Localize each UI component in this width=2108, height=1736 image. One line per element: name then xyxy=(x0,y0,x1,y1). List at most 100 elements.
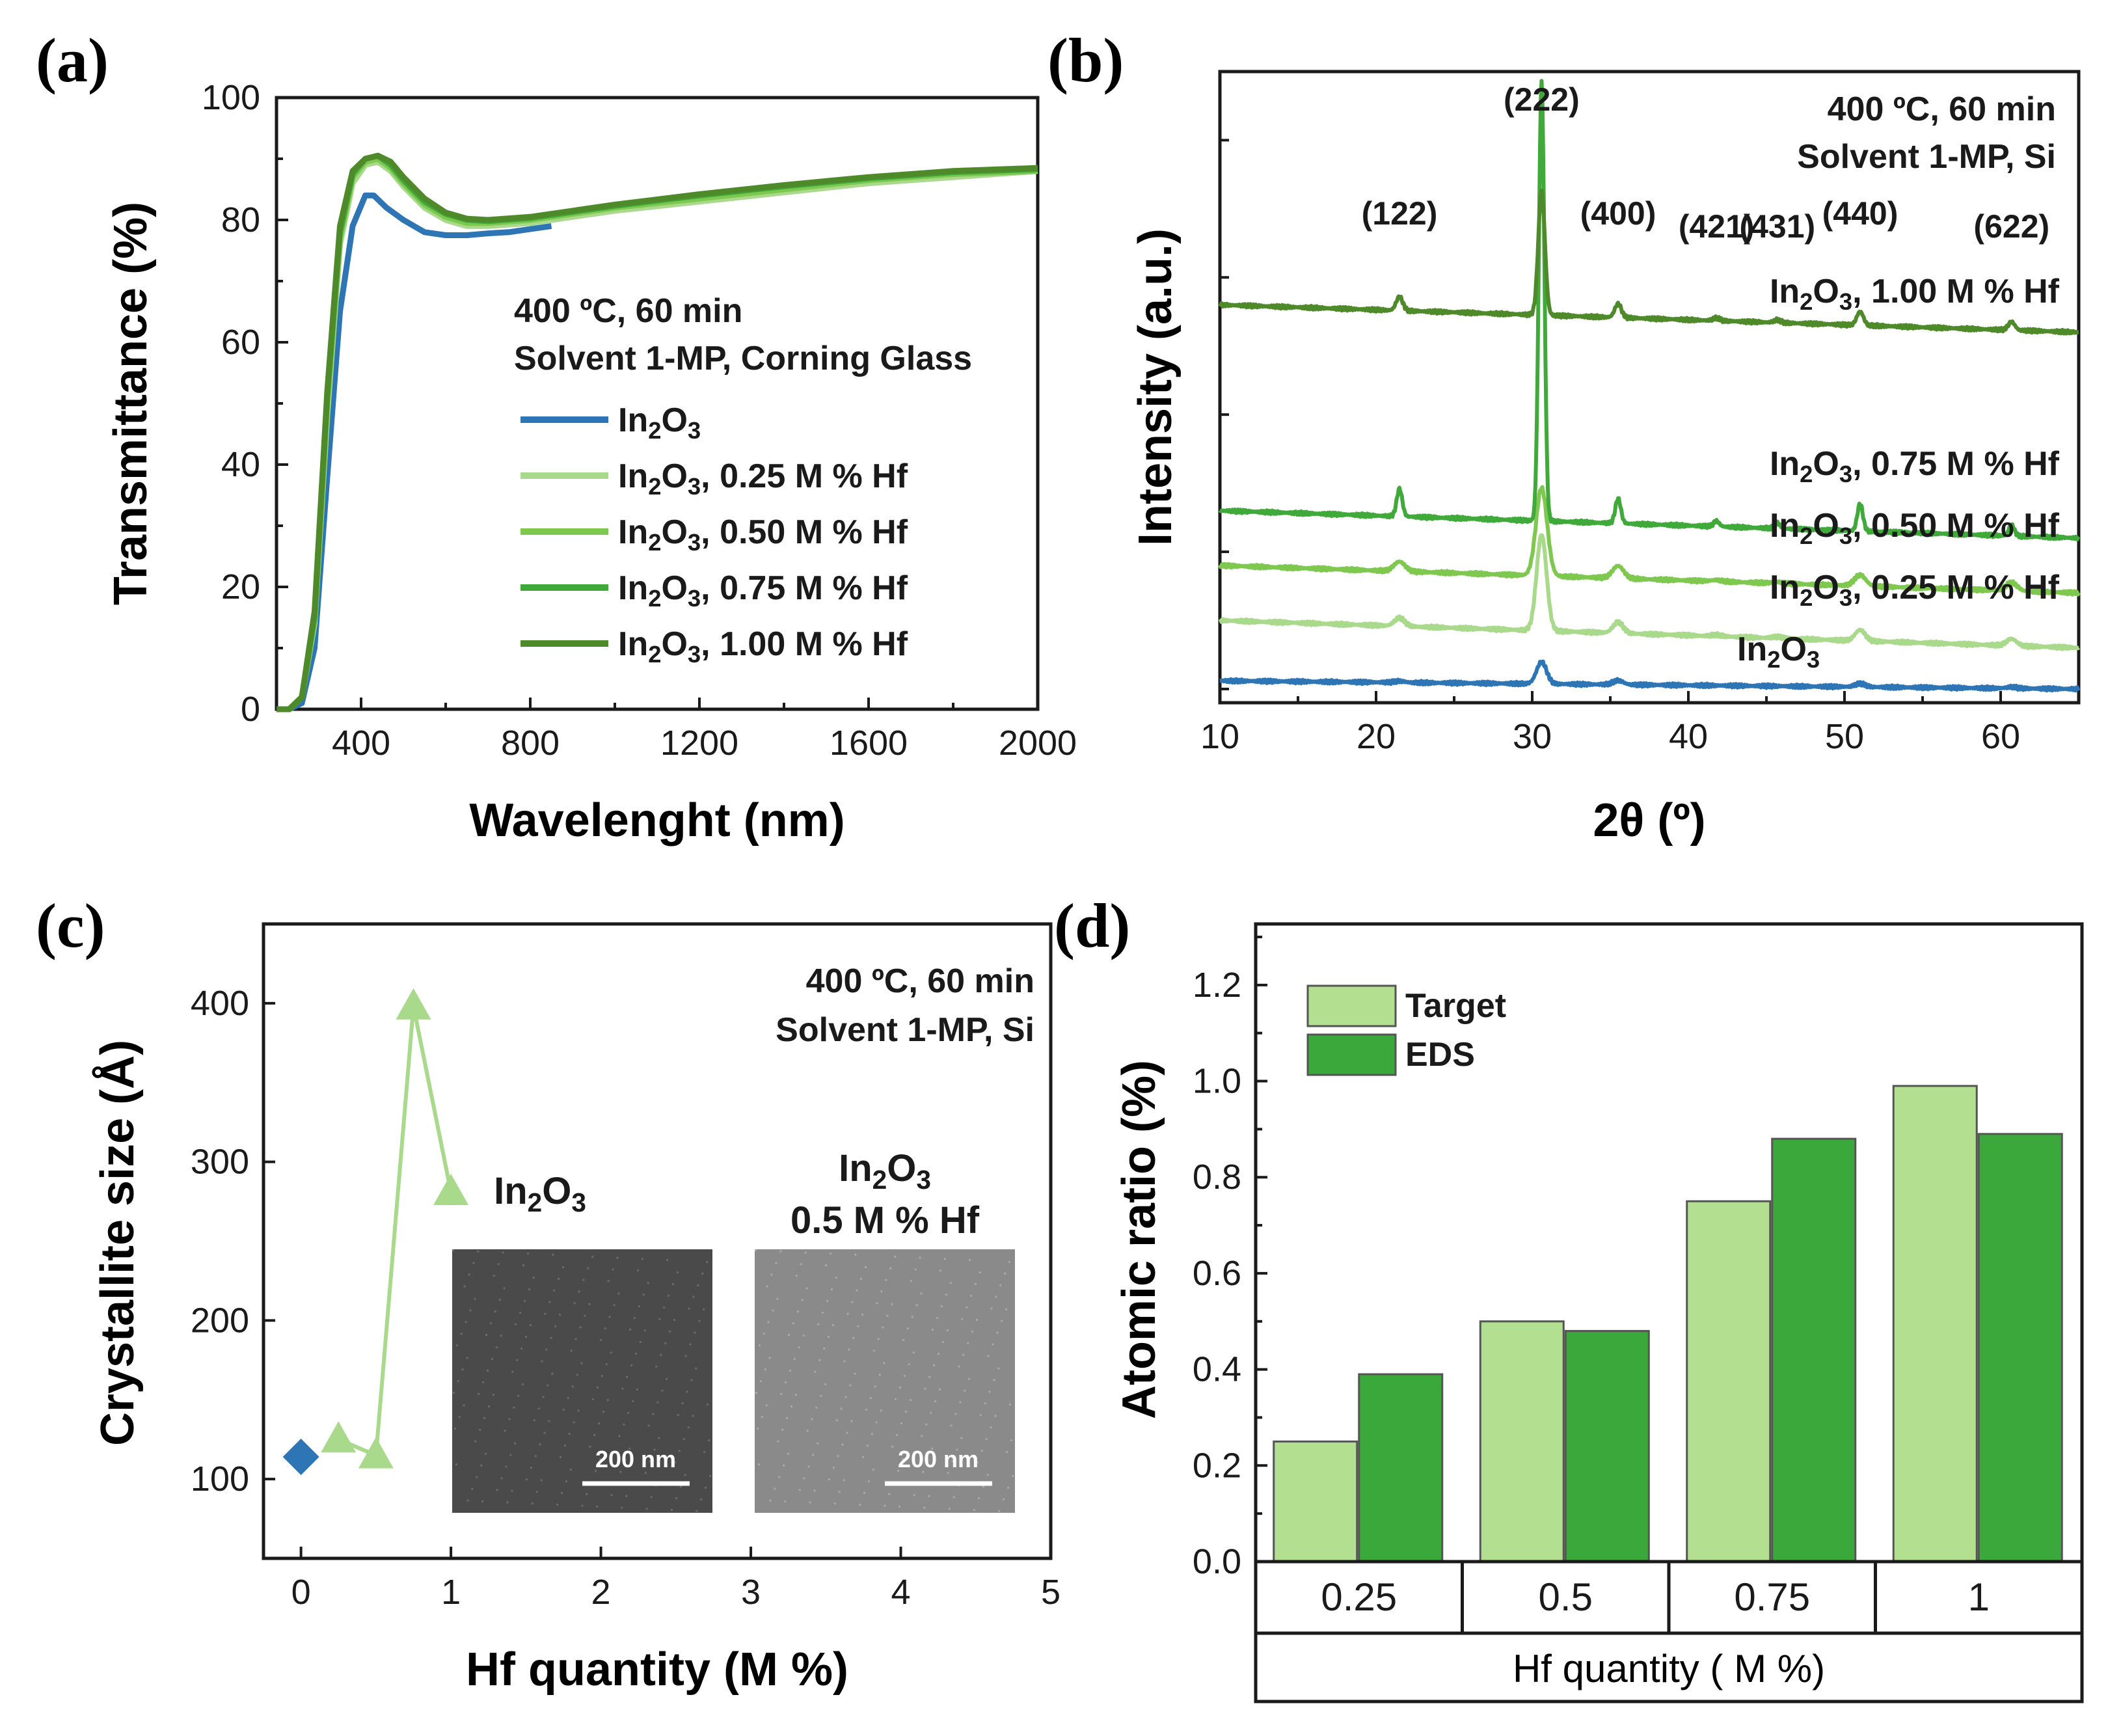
c-inset-grain xyxy=(882,1326,884,1329)
c-inset-grain xyxy=(846,1312,849,1315)
c-inset-grain xyxy=(964,1389,966,1392)
c-inset-grain xyxy=(829,1253,831,1255)
c-inset-grain xyxy=(780,1392,783,1395)
c-inset-grain xyxy=(970,1294,973,1297)
c-inset-grain xyxy=(826,1300,828,1302)
d-y-tick-label-0.2: 0.2 xyxy=(1193,1446,1241,1485)
c-inset-grain xyxy=(843,1479,845,1482)
c-inset-grain xyxy=(856,1289,858,1292)
c-inset-grain xyxy=(987,1355,990,1357)
c-inset-grain xyxy=(529,1324,532,1327)
c-inset-grain xyxy=(1005,1308,1008,1310)
c-inset-grain xyxy=(558,1277,560,1280)
panel-d-category-table: 0.25 0.5 0.75 1 xyxy=(1254,1560,2084,1703)
c-inset-grain xyxy=(485,1452,487,1455)
c-inset-grain xyxy=(759,1380,762,1383)
c-inset-grain xyxy=(880,1409,882,1412)
b-series-label-4: In2O3, 1.00 M % Hf xyxy=(1770,273,2060,315)
c-inset-grain xyxy=(466,1357,468,1359)
c-inset-grain xyxy=(977,1497,980,1500)
c-inset-grain xyxy=(519,1311,522,1314)
c-inset-grain xyxy=(872,1349,875,1352)
c-inset-grain xyxy=(783,1464,785,1467)
b-peak-label-0: (122) xyxy=(1362,195,1438,232)
a-y-tick-label-80: 80 xyxy=(221,200,260,239)
b-series-label-2: In2O3, 0.50 M % Hf xyxy=(1770,507,2060,549)
c-inset-grain xyxy=(945,1294,947,1296)
c-inset-grain xyxy=(556,1503,559,1506)
c-inset-grain xyxy=(639,1341,642,1344)
c-inset-grain xyxy=(969,1258,971,1261)
c-inset-grain xyxy=(647,1424,650,1427)
c-inset-grain xyxy=(897,1469,900,1472)
c-inset-grain xyxy=(458,1416,461,1418)
c-inset-grain xyxy=(502,1251,504,1254)
c-inset-grain xyxy=(478,1392,480,1395)
c-inset-grain xyxy=(756,1428,759,1430)
panel-a-letter: (a) xyxy=(36,25,109,95)
c-inset-grain xyxy=(688,1307,690,1310)
c-inset-grain xyxy=(650,1496,653,1499)
b-series-label-1: In2O3, 0.25 M % Hf xyxy=(1770,569,2060,611)
c-inset-grain xyxy=(606,1399,609,1402)
d-y-tick-label-0.6: 0.6 xyxy=(1193,1254,1241,1293)
c-inset-grain xyxy=(878,1374,881,1376)
c-inset-grain xyxy=(547,1384,549,1387)
c-inset-grain xyxy=(698,1320,701,1322)
c-inset-grain xyxy=(487,1370,489,1372)
c-inset-grain xyxy=(769,1499,772,1502)
c-inset-grain xyxy=(812,1454,815,1456)
c-inset-grain xyxy=(947,1472,949,1474)
d-y-tick-label-0.4: 0.4 xyxy=(1193,1350,1241,1389)
c-inset-grain xyxy=(610,1351,612,1354)
c-y-tick-label-300: 300 xyxy=(191,1143,249,1182)
c-inset-grain xyxy=(540,1479,543,1482)
c-inset-grain xyxy=(541,1360,543,1363)
c-inset-grain xyxy=(488,1405,490,1407)
a-legend-label-2: In2O3, 0.50 M % Hf xyxy=(618,513,908,556)
c-inset-grain xyxy=(569,1469,572,1471)
b-peak-label-4: (431) xyxy=(1739,208,1815,245)
c-inset-grain xyxy=(770,1273,773,1276)
c-inset-grain xyxy=(802,1335,805,1337)
c-inset-grain xyxy=(804,1251,807,1254)
c-inset-grain xyxy=(528,1288,530,1291)
c-inset-grain xyxy=(701,1272,704,1275)
c-inset-grain xyxy=(652,1413,655,1415)
panel-d-letter: (d) xyxy=(1054,891,1130,960)
c-inset-grain xyxy=(608,1316,611,1318)
c-inset-grain xyxy=(803,1477,805,1480)
c-inset-grain xyxy=(485,1334,487,1336)
c-marker-triangle-1 xyxy=(358,1437,394,1469)
c-inset-grain xyxy=(597,1387,599,1389)
c-x-tick-label-5: 5 xyxy=(1041,1573,1061,1612)
c-inset-grain xyxy=(644,1472,647,1474)
c-inset-grain xyxy=(596,1505,599,1508)
b-x-tick-label-30: 30 xyxy=(1513,717,1552,756)
c-inset-grain xyxy=(877,1338,880,1340)
b-peak-label-1: (222) xyxy=(1504,81,1580,118)
c-inset-grain xyxy=(863,1492,865,1494)
b-series-line-3 xyxy=(1218,79,2081,542)
c-inset-grain xyxy=(626,1376,628,1378)
c-inset-grain xyxy=(697,1284,699,1286)
c-inset-grain xyxy=(886,1314,889,1317)
panel-b-series xyxy=(1218,79,2081,693)
c-x-tick-label-2: 2 xyxy=(591,1573,611,1612)
c-inset-grain xyxy=(545,1348,548,1351)
d-bar-eds-2 xyxy=(1771,1137,1857,1563)
c-inset-grain xyxy=(562,1409,565,1411)
d-bar-eds-3 xyxy=(1977,1133,2063,1563)
c-inset-grain xyxy=(817,1323,820,1325)
c-inset-grain xyxy=(463,1404,465,1407)
c-inset-grain xyxy=(681,1402,684,1405)
a-x-tick-label-1200: 1200 xyxy=(660,724,738,763)
c-inset-grain xyxy=(822,1311,824,1314)
c-inset-grain xyxy=(814,1370,817,1373)
panel-c-x-axis-title: Hf quantity (M %) xyxy=(466,1644,848,1696)
c-inset-grain xyxy=(452,1249,454,1251)
c-inset-grain xyxy=(581,1504,584,1507)
c-inset-grain xyxy=(966,1306,968,1309)
a-legend-label-1: In2O3, 0.25 M % Hf xyxy=(618,457,908,500)
c-inset-grain xyxy=(859,1503,861,1506)
